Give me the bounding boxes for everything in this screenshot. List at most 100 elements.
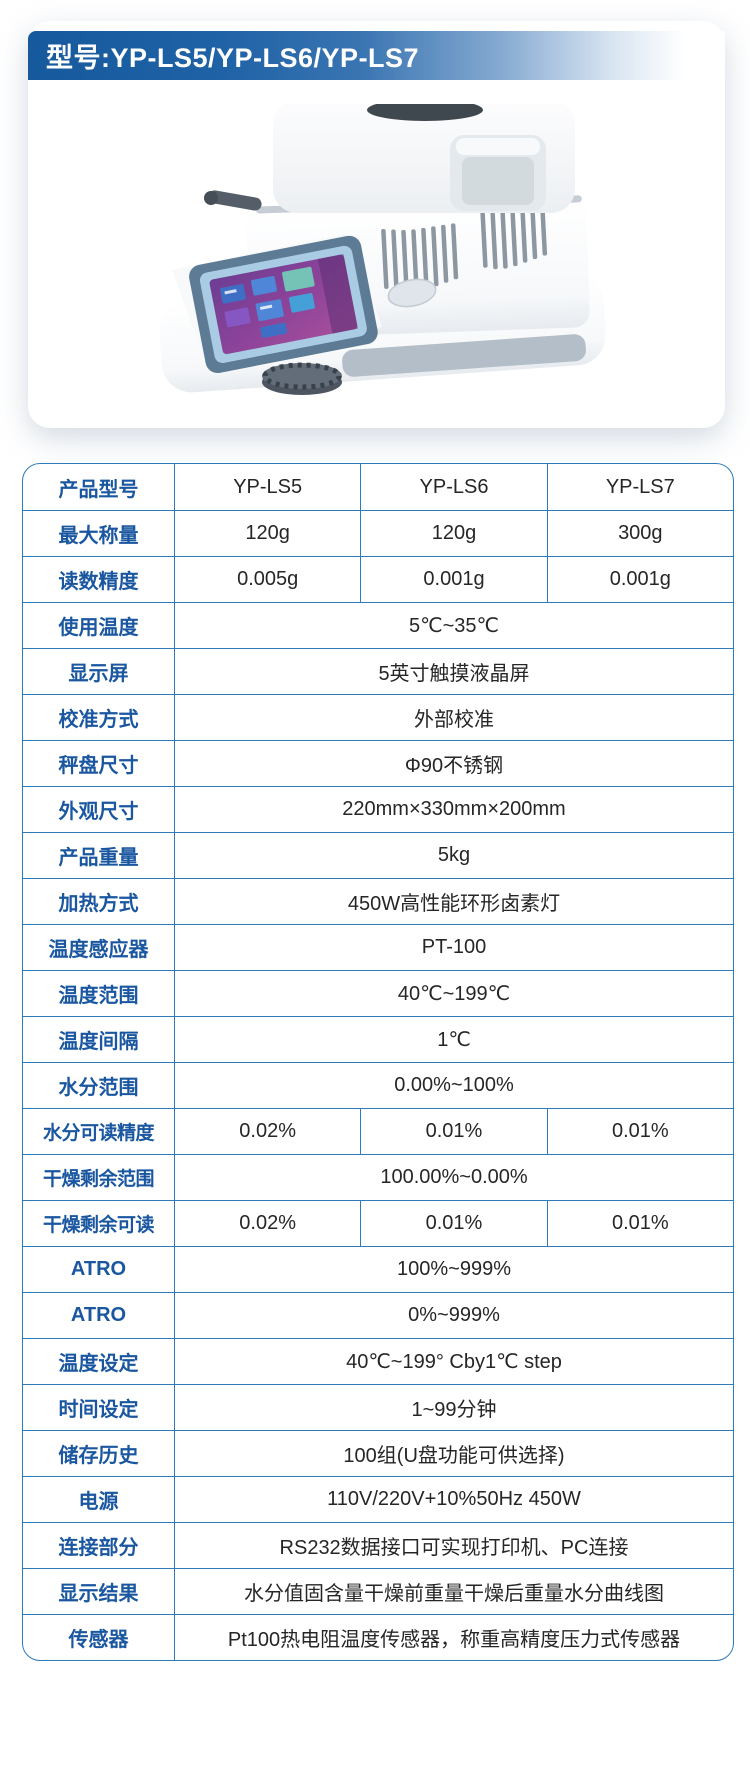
spec-value-span: 0.00%~100% — [174, 1063, 733, 1108]
spec-label: 使用温度 — [58, 617, 139, 639]
spec-label: 温度感应器 — [48, 939, 149, 961]
spec-row: ATRO 100%~999% — [23, 1246, 733, 1292]
spec-value: 120g — [360, 511, 546, 556]
spec-row: 连接部分 RS232数据接口可实现打印机、PC连接 — [23, 1522, 733, 1568]
spec-label: 温度间隔 — [58, 1031, 139, 1053]
spec-value: 0.001g — [360, 557, 546, 602]
spec-label: 水分可读精度 — [42, 1123, 155, 1144]
spec-value-span: Φ90不锈钢 — [174, 741, 733, 786]
spec-header-value: YP-LS5 — [174, 464, 360, 510]
spec-row: 时间设定 1~99分钟 — [23, 1384, 733, 1430]
page-title: 型号:YP-LS5/YP-LS6/YP-LS7 — [46, 43, 420, 73]
spec-label: 时间设定 — [58, 1399, 139, 1421]
spec-label: 储存历史 — [58, 1445, 139, 1467]
spec-value-span: 100.00%~0.00% — [174, 1155, 733, 1200]
spec-value-span: 40℃~199℃ — [174, 971, 733, 1016]
spec-value: 0.01% — [546, 1201, 733, 1246]
device-lever — [204, 190, 262, 211]
model-header-bar: 型号:YP-LS5/YP-LS6/YP-LS7 — [28, 31, 725, 80]
spec-value-span: 450W高性能环形卤素灯 — [174, 879, 733, 924]
spec-value: 120g — [174, 511, 360, 556]
spec-value-span: 1℃ — [174, 1017, 733, 1062]
spec-value-span: 100%~999% — [174, 1247, 733, 1292]
spec-row: 储存历史 100组(U盘功能可供选择) — [23, 1430, 733, 1476]
spec-label: 温度范围 — [58, 985, 139, 1007]
spec-row: 显示结果 水分值固含量干燥前重量干燥后重量水分曲线图 — [23, 1568, 733, 1614]
spec-header-value: YP-LS7 — [546, 464, 733, 510]
product-image — [110, 95, 640, 395]
spec-label: 温度设定 — [58, 1353, 139, 1375]
spec-value-span: PT-100 — [174, 925, 733, 970]
spec-row: 温度设定 40℃~199° Cby1℃ step — [23, 1338, 733, 1384]
spec-label: 最大称量 — [58, 525, 139, 547]
spec-label: 电源 — [78, 1491, 119, 1513]
device-illustration — [159, 95, 606, 395]
spec-row: 产品重量 5kg — [23, 832, 733, 878]
spec-row: 秤盘尺寸 Φ90不锈钢 — [23, 740, 733, 786]
spec-row: 产品型号 YP-LS5 YP-LS6 YP-LS7 — [23, 464, 733, 510]
spec-label: 显示结果 — [58, 1583, 139, 1605]
spec-label: ATRO — [70, 1258, 127, 1280]
spec-value: 300g — [546, 511, 733, 556]
device-lid — [273, 95, 575, 213]
spec-value: 0.01% — [360, 1109, 546, 1154]
spec-label: 传感器 — [68, 1629, 129, 1651]
spec-label: 校准方式 — [58, 709, 139, 731]
spec-value: 0.001g — [546, 557, 733, 602]
spec-value: 0.02% — [174, 1201, 360, 1246]
spec-label: 加热方式 — [58, 893, 139, 915]
spec-value-span: 110V/220V+10%50Hz 450W — [174, 1477, 733, 1522]
device-vents — [381, 205, 548, 292]
spec-label: 连接部分 — [58, 1537, 139, 1559]
spec-value-span: RS232数据接口可实现打印机、PC连接 — [174, 1523, 733, 1568]
spec-value-span: Pt100热电阻温度传感器，称重高精度压力式传感器 — [174, 1615, 733, 1660]
spec-row: 干燥剩余可读 0.02% 0.01% 0.01% — [23, 1200, 733, 1246]
spec-row: 温度感应器 PT-100 — [23, 924, 733, 970]
spec-label: 产品重量 — [58, 847, 139, 869]
spec-row: 电源 110V/220V+10%50Hz 450W — [23, 1476, 733, 1522]
spec-row: 水分范围 0.00%~100% — [23, 1062, 733, 1108]
spec-value: 0.02% — [174, 1109, 360, 1154]
spec-value-span: 220mm×330mm×200mm — [174, 787, 733, 832]
device-knob — [262, 362, 342, 395]
spec-label: ATRO — [70, 1304, 127, 1326]
spec-row: 校准方式 外部校准 — [23, 694, 733, 740]
spec-value: 0.01% — [546, 1109, 733, 1154]
product-card: 型号:YP-LS5/YP-LS6/YP-LS7 — [28, 21, 725, 428]
spec-row: 读数精度 0.005g 0.001g 0.001g — [23, 556, 733, 602]
spec-row: 显示屏 5英寸触摸液晶屏 — [23, 648, 733, 694]
device-oval-button — [387, 278, 437, 308]
device-touchscreen — [189, 235, 378, 374]
spec-label: 水分范围 — [58, 1077, 139, 1099]
spec-value-span: 1~99分钟 — [174, 1385, 733, 1430]
spec-value-span: 5英寸触摸液晶屏 — [174, 649, 733, 694]
spec-row: 水分可读精度 0.02% 0.01% 0.01% — [23, 1108, 733, 1154]
spec-value-span: 100组(U盘功能可供选择) — [174, 1431, 733, 1476]
spec-row: 加热方式 450W高性能环形卤素灯 — [23, 878, 733, 924]
spec-value-span: 40℃~199° Cby1℃ step — [174, 1339, 733, 1384]
spec-value: 0.005g — [174, 557, 360, 602]
spec-label: 秤盘尺寸 — [58, 755, 139, 777]
spec-row: 温度范围 40℃~199℃ — [23, 970, 733, 1016]
spec-value-span: 水分值固含量干燥前重量干燥后重量水分曲线图 — [174, 1569, 733, 1614]
spec-row: 最大称量 120g 120g 300g — [23, 510, 733, 556]
spec-value-span: 5kg — [174, 833, 733, 878]
spec-label: 干燥剩余可读 — [42, 1215, 155, 1236]
spec-value-span: 0%~999% — [174, 1293, 733, 1338]
spec-row: 温度间隔 1℃ — [23, 1016, 733, 1062]
spec-value: 0.01% — [360, 1201, 546, 1246]
spec-header-label: 产品型号 — [58, 478, 139, 501]
spec-label: 显示屏 — [68, 663, 129, 685]
spec-row: ATRO 0%~999% — [23, 1292, 733, 1338]
spec-value-span: 5℃~35℃ — [174, 603, 733, 648]
spec-value-span: 外部校准 — [174, 695, 733, 740]
spec-row: 传感器 Pt100热电阻温度传感器，称重高精度压力式传感器 — [23, 1614, 733, 1660]
spec-label: 外观尺寸 — [58, 801, 139, 823]
spec-label: 读数精度 — [58, 571, 139, 593]
spec-label: 干燥剩余范围 — [42, 1169, 155, 1190]
spec-header-value: YP-LS6 — [360, 464, 546, 510]
spec-row: 干燥剩余范围 100.00%~0.00% — [23, 1154, 733, 1200]
spec-row: 外观尺寸 220mm×330mm×200mm — [23, 786, 733, 832]
spec-table: 产品型号 YP-LS5 YP-LS6 YP-LS7 最大称量 120g 120g 300g 读数… — [22, 463, 734, 1661]
